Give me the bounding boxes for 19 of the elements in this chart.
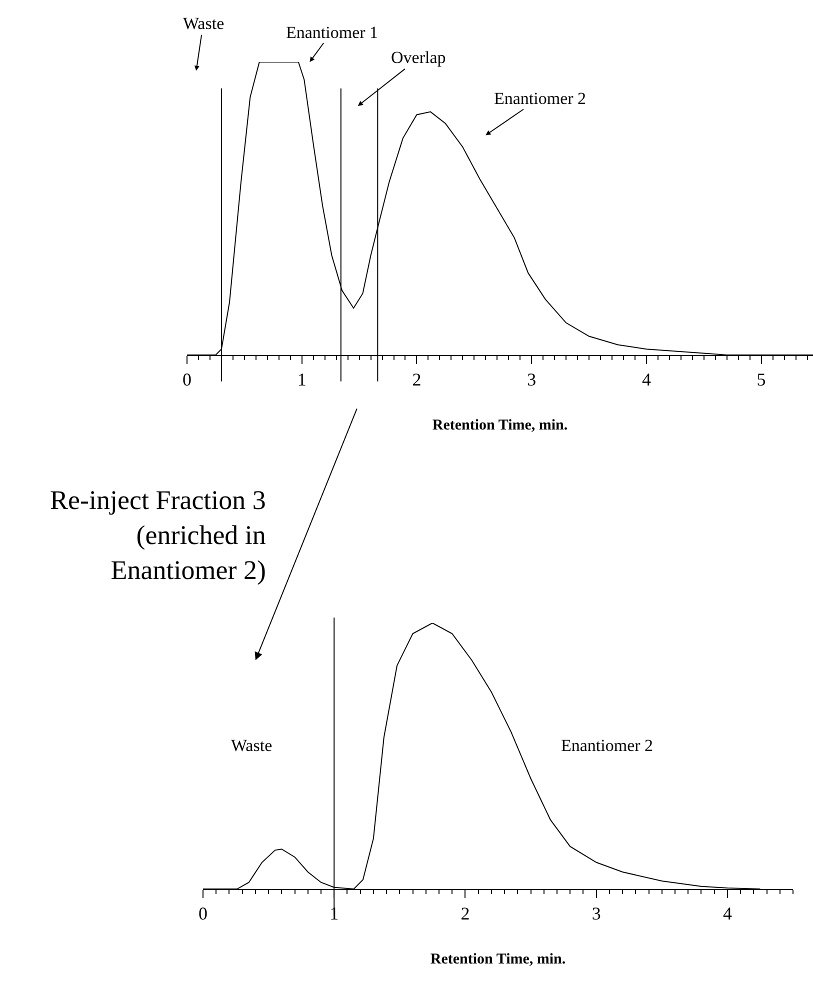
x-tick-label: 3 xyxy=(592,904,601,924)
x-tick-label: 3 xyxy=(527,370,536,390)
text: Enantiomer 1 xyxy=(286,23,378,42)
text: Waste xyxy=(183,14,224,33)
annotation: Enantiomer 2 xyxy=(494,89,586,108)
x-axis-title: Retention Time, min. xyxy=(430,952,566,968)
x-tick-label: 0 xyxy=(182,370,192,390)
x-tick-label: 5 xyxy=(756,370,766,390)
x-tick-label: 2 xyxy=(460,904,470,924)
annotation: Waste xyxy=(231,736,272,755)
annotation: Overlap xyxy=(391,48,446,67)
x-tick-label: 4 xyxy=(722,904,732,924)
text: Re-inject Fraction 3 (enriched in Enantiomer 2) xyxy=(50,485,266,586)
x-tick-label: 0 xyxy=(198,904,208,924)
x-axis-title: Retention Time, min. xyxy=(432,418,568,434)
x-tick-label: 4 xyxy=(642,370,651,390)
x-tick-label: 1 xyxy=(297,370,306,390)
x-tick-label: 2 xyxy=(412,370,422,390)
annotation: Enantiomer 2 xyxy=(561,736,654,755)
